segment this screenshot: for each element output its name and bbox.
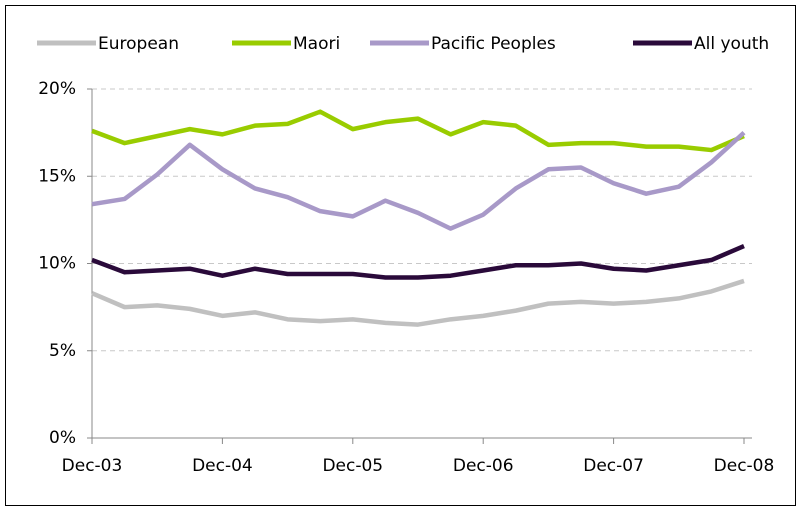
legend-label: Pacific Peoples (431, 34, 556, 54)
x-tick-label: Dec-06 (453, 456, 514, 476)
chart-border (5, 5, 796, 506)
x-tick-label: Dec-05 (322, 456, 383, 476)
y-tick-label: 10% (38, 254, 76, 274)
line-series (91, 243, 745, 280)
x-tick-label: Dec-07 (583, 456, 644, 476)
y-tick-label: 20% (38, 79, 76, 99)
y-tick-label: 15% (38, 166, 76, 186)
x-tick-label: Dec-04 (192, 456, 253, 476)
y-tick-label: 5% (49, 341, 76, 361)
line-series (91, 109, 745, 153)
line-series (91, 278, 745, 327)
y-tick-label: 0% (49, 428, 76, 448)
legend-label: Maori (293, 34, 340, 54)
x-tick-label: Dec-08 (714, 456, 775, 476)
x-tick-label: Dec-03 (62, 456, 123, 476)
legend-label: All youth (694, 34, 769, 54)
legend-label: European (98, 34, 179, 54)
line-series (91, 130, 746, 231)
